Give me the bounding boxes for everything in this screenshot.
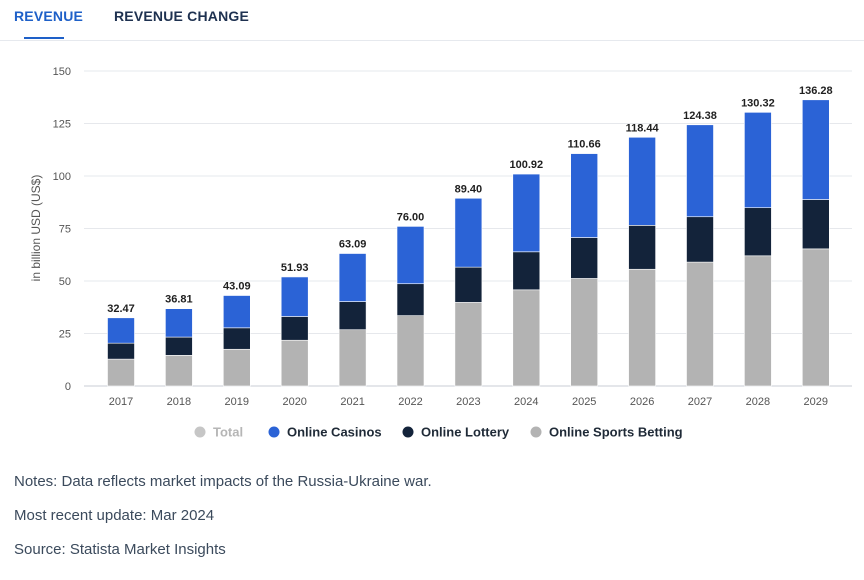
bar-online-casinos-2019[interactable] bbox=[223, 295, 251, 329]
tab-revenue-change[interactable]: REVENUE CHANGE bbox=[114, 8, 250, 24]
bar-online-casinos-2022[interactable] bbox=[396, 226, 425, 285]
bar-online-lottery-2026[interactable] bbox=[628, 225, 656, 270]
bar-online-lottery-2027[interactable] bbox=[686, 216, 714, 263]
legend-swatch bbox=[268, 426, 280, 438]
x-tick-label: 2019 bbox=[225, 396, 249, 408]
last-update-text: Most recent update: Mar 2024 bbox=[14, 507, 215, 524]
bar-online-lottery-2028[interactable] bbox=[744, 207, 772, 257]
total-label: 136.28 bbox=[799, 85, 833, 97]
bar-online-sports-betting-2023[interactable] bbox=[454, 302, 483, 387]
x-tick-label: 2026 bbox=[630, 396, 654, 408]
y-tick-label: 150 bbox=[53, 66, 71, 78]
active-tab-indicator bbox=[24, 37, 64, 39]
total-label: 36.81 bbox=[165, 294, 193, 306]
bar-online-casinos-2017[interactable] bbox=[107, 317, 135, 344]
total-label: 110.66 bbox=[568, 139, 601, 151]
bar-online-casinos-2020[interactable] bbox=[280, 276, 309, 317]
bar-online-sports-betting-2022[interactable] bbox=[396, 315, 425, 387]
legend-swatch bbox=[402, 426, 414, 438]
legend-item-online-lottery[interactable]: Online Lottery bbox=[402, 425, 510, 440]
legend-label: Online Casinos bbox=[287, 425, 382, 440]
bar-online-casinos-2023[interactable] bbox=[454, 197, 483, 268]
bars bbox=[107, 99, 830, 387]
x-tick-label: 2028 bbox=[746, 396, 770, 408]
x-tick-label: 2025 bbox=[572, 396, 596, 408]
bar-online-casinos-2018[interactable] bbox=[165, 308, 193, 338]
y-axis-ticks: 0 25 50 75 100 125 150 bbox=[53, 66, 71, 393]
bar-online-sports-betting-2025[interactable] bbox=[570, 278, 599, 387]
tab-bar: REVENUE REVENUE CHANGE bbox=[0, 0, 864, 41]
bar-online-casinos-2029[interactable] bbox=[801, 99, 830, 200]
notes-text: Notes: Data reflects market impacts of t… bbox=[14, 473, 432, 490]
legend-item-total[interactable]: Total bbox=[194, 425, 244, 440]
tab-revenue[interactable]: REVENUE bbox=[14, 8, 84, 24]
bar-online-casinos-2026[interactable] bbox=[628, 136, 656, 226]
bar-online-casinos-2021[interactable] bbox=[338, 253, 367, 302]
total-label: 76.00 bbox=[397, 211, 425, 223]
bar-online-lottery-2019[interactable] bbox=[223, 327, 251, 350]
x-tick-label: 2023 bbox=[456, 396, 480, 408]
y-tick-label: 100 bbox=[53, 171, 71, 183]
total-label: 63.09 bbox=[339, 239, 367, 251]
bar-online-sports-betting-2018[interactable] bbox=[165, 355, 193, 387]
total-label: 32.47 bbox=[107, 303, 135, 315]
bar-online-lottery-2025[interactable] bbox=[570, 237, 599, 279]
bar-online-lottery-2029[interactable] bbox=[801, 199, 830, 250]
x-tick-label: 2017 bbox=[109, 396, 133, 408]
total-label: 89.40 bbox=[455, 183, 483, 195]
bar-online-sports-betting-2017[interactable] bbox=[107, 358, 135, 387]
bar-online-lottery-2024[interactable] bbox=[512, 251, 541, 291]
source-text: Source: Statista Market Insights bbox=[14, 541, 226, 558]
bar-online-sports-betting-2021[interactable] bbox=[338, 329, 367, 387]
y-axis-label: in billion USD (US$) bbox=[29, 175, 43, 282]
total-labels: 32.47 36.81 43.09 51.93 63.09 76.00 89.40 100.9… bbox=[107, 85, 832, 315]
bar-online-lottery-2018[interactable] bbox=[165, 336, 193, 356]
legend: Total Online Casinos Online Lottery Online … bbox=[194, 425, 683, 440]
x-tick-label: 2024 bbox=[514, 396, 538, 408]
bar-online-sports-betting-2028[interactable] bbox=[744, 255, 772, 387]
total-label: 100.92 bbox=[509, 159, 543, 171]
y-tick-label: 125 bbox=[53, 119, 71, 131]
y-tick-label: 0 bbox=[65, 381, 71, 393]
bar-online-casinos-2024[interactable] bbox=[512, 173, 541, 253]
bar-online-sports-betting-2024[interactable] bbox=[512, 289, 541, 387]
bar-online-lottery-2023[interactable] bbox=[454, 266, 483, 303]
bar-online-casinos-2027[interactable] bbox=[686, 124, 714, 218]
total-label: 118.44 bbox=[626, 122, 660, 134]
bar-online-lottery-2020[interactable] bbox=[280, 316, 309, 341]
x-tick-label: 2021 bbox=[340, 396, 364, 408]
x-tick-label: 2027 bbox=[688, 396, 712, 408]
revenue-chart: 0 25 50 75 100 125 150 in billion USD (US$) 32… bbox=[29, 66, 852, 440]
x-axis-ticks: 2017 2018 2019 2020 2021 2022 2023 2024 2025 2026… bbox=[109, 396, 828, 408]
bar-online-sports-betting-2026[interactable] bbox=[628, 268, 656, 387]
total-label: 51.93 bbox=[281, 262, 309, 274]
x-tick-label: 2020 bbox=[282, 396, 306, 408]
bar-online-lottery-2022[interactable] bbox=[396, 283, 425, 316]
bar-online-casinos-2025[interactable] bbox=[570, 153, 599, 238]
y-tick-label: 75 bbox=[59, 224, 71, 236]
bar-online-sports-betting-2027[interactable] bbox=[686, 261, 714, 387]
bar-online-lottery-2021[interactable] bbox=[338, 301, 367, 331]
legend-item-online-casinos[interactable]: Online Casinos bbox=[268, 425, 382, 440]
y-tick-label: 50 bbox=[59, 276, 71, 288]
x-tick-label: 2018 bbox=[167, 396, 191, 408]
bar-online-lottery-2017[interactable] bbox=[107, 342, 135, 360]
x-tick-label: 2022 bbox=[398, 396, 422, 408]
legend-label: Online Sports Betting bbox=[549, 425, 683, 440]
bar-online-sports-betting-2019[interactable] bbox=[223, 348, 251, 387]
total-label: 124.38 bbox=[683, 110, 717, 122]
bar-online-casinos-2028[interactable] bbox=[744, 112, 772, 209]
bar-online-sports-betting-2020[interactable] bbox=[280, 339, 309, 387]
bar-online-sports-betting-2029[interactable] bbox=[801, 248, 830, 387]
total-label: 130.32 bbox=[741, 97, 775, 109]
legend-label: Online Lottery bbox=[421, 425, 510, 440]
legend-label: Total bbox=[213, 425, 243, 440]
legend-swatch bbox=[530, 426, 542, 438]
legend-swatch bbox=[194, 426, 206, 438]
total-label: 43.09 bbox=[223, 281, 251, 293]
y-tick-label: 25 bbox=[59, 329, 71, 341]
legend-item-online-sports-betting[interactable]: Online Sports Betting bbox=[530, 425, 683, 440]
x-tick-label: 2029 bbox=[804, 396, 828, 408]
